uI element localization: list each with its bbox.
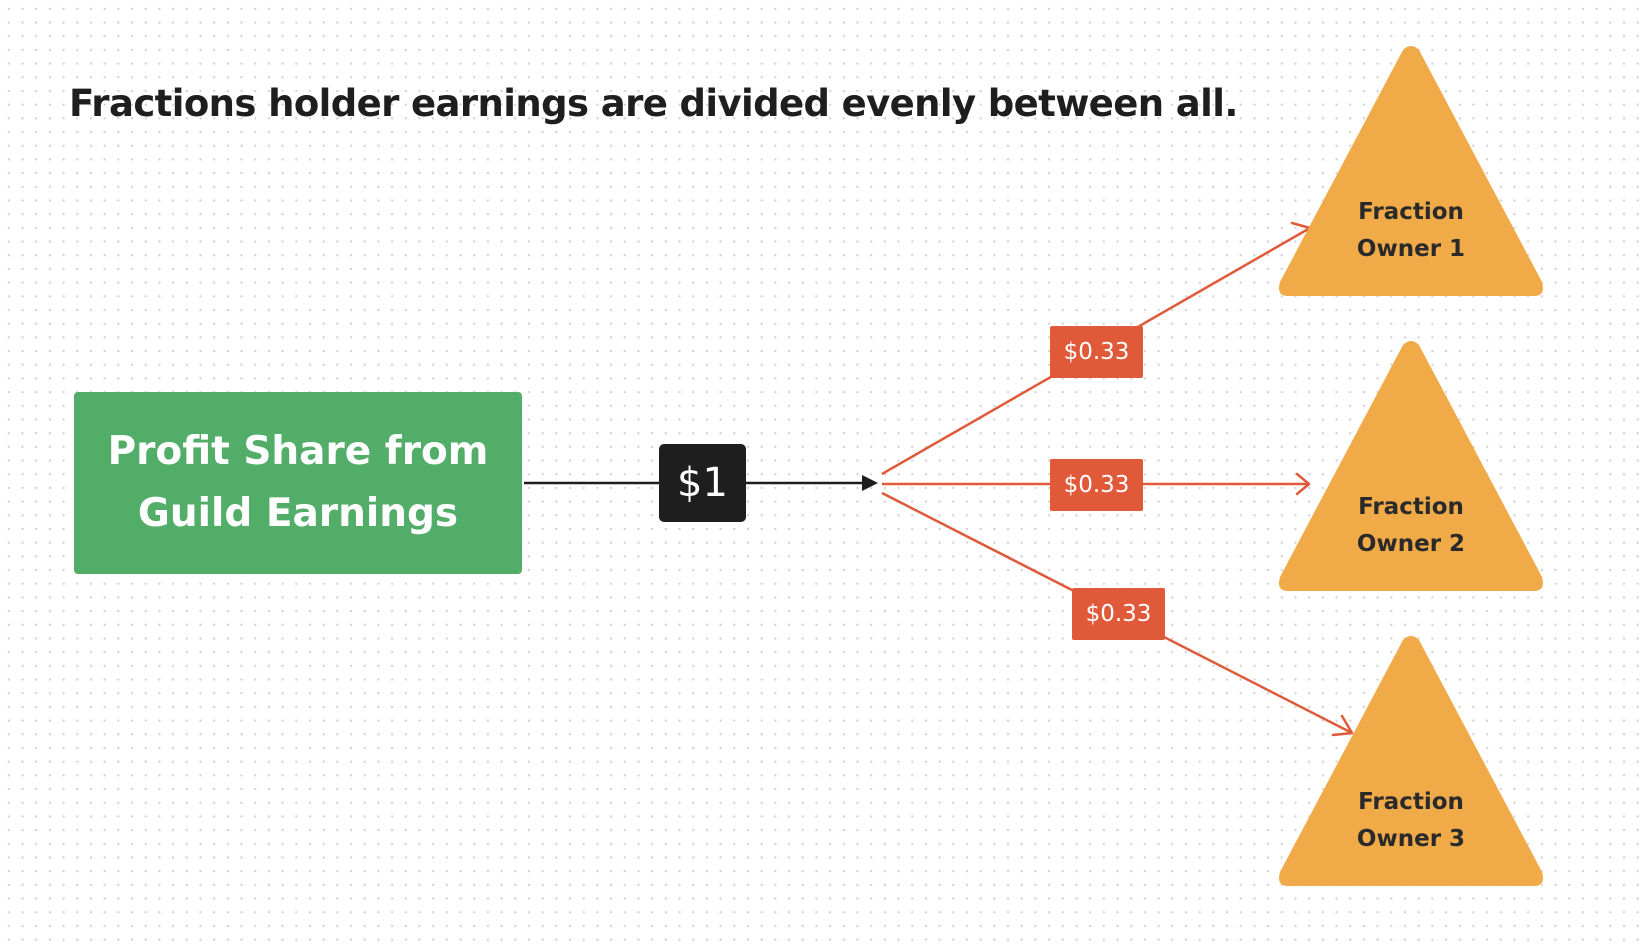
owner-label-line1: Fraction (1358, 789, 1464, 815)
source-label-line2: Guild Earnings (137, 491, 459, 536)
share-amount-text: $0.33 (1063, 339, 1130, 365)
input-amount-text: $1 (677, 460, 728, 506)
source-label-line1: Profit Share from (107, 429, 489, 474)
fraction-owner-3-triangle: Fraction Owner 3 (1276, 636, 1546, 888)
owner-label-line1: Fraction (1358, 199, 1464, 225)
triangle-shape (1279, 636, 1543, 886)
share-label-owner-2: $0.33 (1050, 459, 1143, 511)
share-amount-text: $0.33 (1063, 472, 1130, 498)
share-amount-text: $0.33 (1085, 601, 1152, 627)
main-arrowhead (862, 475, 878, 491)
share-label-owner-3: $0.33 (1072, 588, 1165, 640)
fraction-owner-1-triangle: Fraction Owner 1 (1276, 46, 1546, 298)
triangle-shape (1279, 46, 1543, 296)
diagram-title: Fractions holder earnings are divided ev… (69, 82, 1238, 125)
owner-label-line1: Fraction (1358, 494, 1464, 520)
fraction-owner-2-triangle: Fraction Owner 2 (1276, 341, 1546, 593)
branch-arrowhead-owner-2 (1295, 472, 1311, 496)
owner-label-line2: Owner 1 (1356, 236, 1466, 262)
share-label-owner-1: $0.33 (1050, 326, 1143, 378)
owner-label-line2: Owner 2 (1356, 531, 1466, 557)
triangle-shape (1279, 341, 1543, 591)
branch-arrowhead-owner-3 (1331, 714, 1354, 737)
profit-share-source-box: Profit Share from Guild Earnings (74, 392, 522, 574)
owner-label-line2: Owner 3 (1356, 826, 1466, 852)
input-amount-label: $1 (659, 444, 746, 522)
